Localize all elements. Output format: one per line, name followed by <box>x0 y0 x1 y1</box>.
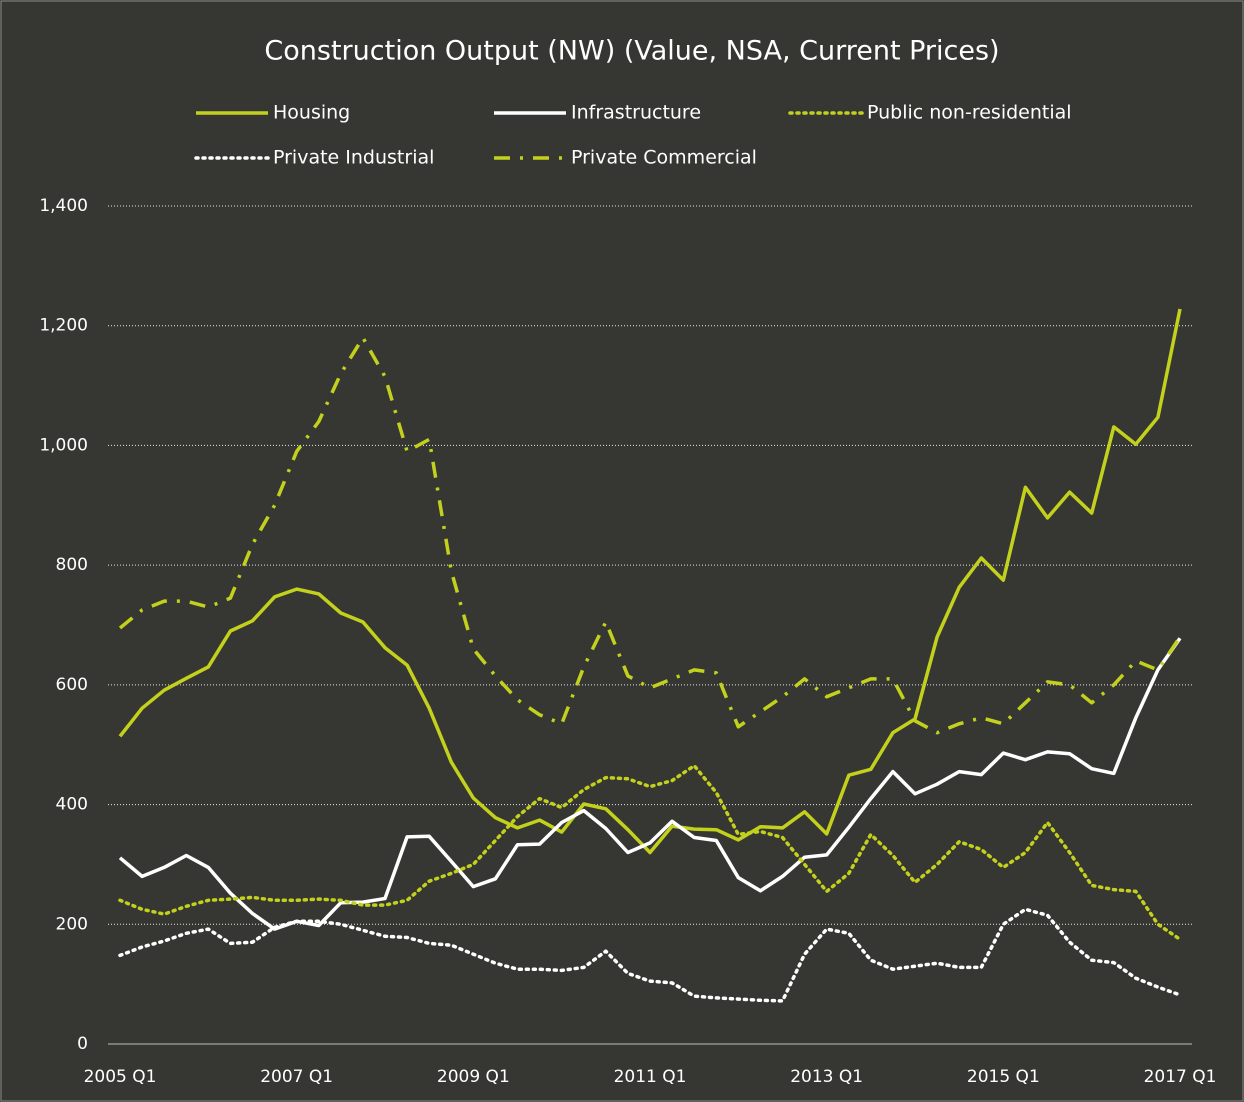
series-line <box>118 308 1182 855</box>
series-line <box>118 907 1182 1003</box>
x-tick-label: 2009 Q1 <box>437 1067 510 1087</box>
legend-label: Housing <box>273 102 350 124</box>
y-tick-label: 800 <box>56 555 88 575</box>
y-tick-label: 1,200 <box>39 316 88 336</box>
y-tick-label: 1,400 <box>39 196 88 216</box>
series-line <box>118 335 1182 735</box>
x-tick-label: 2005 Q1 <box>84 1067 157 1087</box>
x-tick-label: 2015 Q1 <box>967 1067 1040 1087</box>
legend-label: Private Industrial <box>273 147 434 169</box>
y-tick-label: 600 <box>56 675 88 695</box>
legend-label: Infrastructure <box>571 102 701 124</box>
y-tick-label: 0 <box>77 1034 88 1054</box>
x-tick-label: 2007 Q1 <box>260 1067 333 1087</box>
y-tick-label: 200 <box>56 914 88 934</box>
y-tick-label: 1,000 <box>39 435 88 455</box>
x-tick-label: 2013 Q1 <box>790 1067 863 1087</box>
series-line <box>118 763 1182 942</box>
x-tick-label: 2017 Q1 <box>1144 1067 1217 1087</box>
legend-label: Public non-residential <box>867 102 1072 124</box>
y-tick-label: 400 <box>56 795 88 815</box>
x-tick-label: 2011 Q1 <box>614 1067 687 1087</box>
legend-label: Private Commercial <box>571 147 757 169</box>
chart-title: Construction Output (NW) (Value, NSA, Cu… <box>264 36 999 67</box>
